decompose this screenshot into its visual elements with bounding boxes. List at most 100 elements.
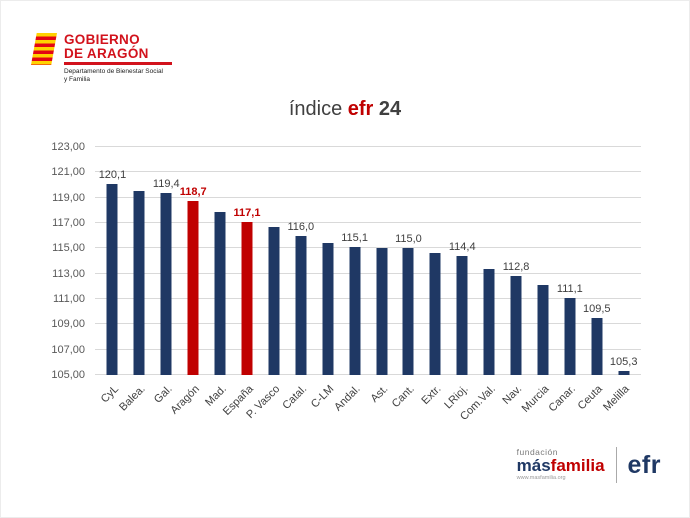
bar-Com.Val.: [483, 268, 495, 375]
gridline: [95, 196, 641, 198]
x-axis-label: Andal.: [332, 383, 364, 414]
bar-slot: 112,8 Nav.: [501, 147, 530, 407]
gridline: [95, 323, 641, 325]
bar-value-label: 105,3: [609, 356, 638, 369]
bar-value-label: 120,1: [98, 168, 127, 181]
plot-area: 120,1 CyL Balea. 119,4 Gal. 118,7 Aragón Mad. 11…: [95, 146, 641, 423]
bar-value-label: 118,7: [179, 186, 207, 199]
y-tick-label: 121,00: [51, 166, 85, 179]
chart-title: índice efr 24: [1, 98, 689, 121]
bar-Murcia: [537, 285, 549, 375]
x-axis-label: Ast.: [368, 383, 391, 405]
gobierno-rule: [64, 62, 172, 65]
bar-slot: 118,7 Aragón: [168, 147, 207, 416]
bar-Nav.: [510, 276, 522, 375]
bar-Andal.: [349, 247, 361, 375]
bar-Catal.: [295, 235, 307, 375]
y-axis: 105,00 107,00 109,00 111,00 113,00 115,00 117,…: [37, 141, 91, 381]
bar-slot: 105,3 Melilla: [602, 147, 638, 413]
bar-Mad.: [214, 211, 226, 375]
bar-Gal.: [160, 192, 172, 375]
chart-title-suffix: 24: [373, 98, 402, 120]
x-axis-label: Murcia: [519, 383, 552, 415]
bar-value-label: 112,8: [502, 261, 530, 274]
bar-P. Vasco: [268, 226, 280, 375]
bar-value-label: 109,5: [583, 303, 611, 315]
gobierno-dept-line2: y Familia: [64, 76, 91, 84]
bar-slot: Ast.: [368, 147, 395, 405]
bar-slot: Com.Val.: [458, 147, 503, 423]
gobierno-logo-text: GOBIERNO DE ARAGÓN Departamento de Biene…: [64, 33, 172, 84]
gobierno-line2: DE ARAGÓN: [64, 45, 149, 61]
chart-title-prefix: índice: [288, 98, 348, 120]
bar-Ceuta: [591, 318, 603, 375]
bar-Balea.: [133, 191, 145, 375]
y-tick-label: 109,00: [51, 318, 85, 331]
gridline: [95, 272, 641, 274]
bar-Cant.: [402, 248, 414, 375]
bar-slot: 109,5 Ceuta: [576, 147, 611, 412]
gobierno-line1: GOBIERNO: [64, 32, 140, 47]
bar-slot: 116,0 Catal.: [280, 147, 315, 412]
bars: 120,1 CyL Balea. 119,4 Gal. 118,7 Aragón Mad. 11…: [95, 147, 641, 423]
bar-value-label: 111,1: [556, 282, 583, 295]
bar-Aragón: [187, 201, 199, 375]
bar-LRioj.: [456, 255, 468, 375]
bar-Ast.: [376, 248, 388, 375]
bar-slot: 115,1 Andal.: [333, 147, 368, 413]
gridline: [95, 171, 641, 173]
y-tick-label: 115,00: [52, 242, 85, 255]
gobierno-dept-line1: Departamento de Bienestar Social: [64, 68, 164, 75]
x-axis-label: Melilla: [601, 383, 633, 414]
gridline: [95, 298, 641, 300]
bar-slot: 114,4 LRioj.: [442, 147, 476, 411]
x-axis-label: Catal.: [280, 383, 310, 412]
bar-slot: 117,1 España: [221, 147, 261, 418]
masfamilia-efr-logo: fundación másfamilia www.masfamilia.org …: [517, 447, 661, 483]
bar-slot: 120,1 CyL: [98, 147, 127, 406]
logo-divider: [615, 447, 617, 483]
bar-Canar.: [564, 297, 576, 375]
y-tick-label: 111,00: [52, 293, 85, 306]
masfamilia-text: fundación másfamilia www.masfamilia.org: [517, 448, 605, 482]
efr-wordmark: efr: [627, 450, 661, 479]
x-axis-label: Canar.: [546, 383, 579, 415]
bar-slot: Balea.: [117, 147, 153, 414]
bar-España: [241, 221, 253, 375]
bar-value-label: 117,1: [233, 206, 261, 219]
x-axis-label: C-LM: [308, 383, 337, 411]
bar-chart: 105,00 107,00 109,00 111,00 113,00 115,00 117,…: [37, 141, 641, 423]
y-tick-label: 123,00: [51, 141, 85, 153]
aragon-flag-icon: [31, 33, 57, 65]
bar-value-label: 116,0: [287, 220, 315, 233]
x-axis-label: Aragón: [168, 383, 202, 417]
bar-slot: C-LM: [309, 147, 341, 410]
gridline: [95, 247, 641, 249]
bar-C-LM: [322, 243, 334, 375]
bar-CyL: [106, 183, 118, 375]
masfamilia-url: www.masfamilia.org: [516, 475, 566, 481]
bar-value-label: 119,4: [152, 177, 180, 190]
y-tick-label: 105,00: [51, 369, 85, 381]
gridline: [95, 222, 641, 224]
bar-Extr.: [429, 253, 441, 375]
x-axis-label: Extr.: [419, 383, 444, 408]
gobierno-aragon-logo: GOBIERNO DE ARAGÓN Departamento de Biene…: [31, 33, 172, 84]
x-axis-label: CyL: [98, 383, 121, 406]
bar-slot: 115,0 Cant.: [390, 147, 422, 410]
gridline: [95, 348, 641, 350]
masfamilia-familia: familia: [550, 456, 605, 476]
bar-slot: Mad.: [203, 147, 234, 409]
gridline: [95, 146, 641, 147]
bar-slot: Murcia: [520, 147, 557, 415]
y-tick-label: 117,00: [52, 217, 85, 230]
x-axis-label: Gal.: [151, 383, 175, 406]
bar-slot: P. Vasco: [244, 147, 287, 421]
y-tick-label: 113,00: [52, 267, 85, 280]
masfamilia-mas: más: [516, 456, 551, 476]
bar-Melilla: [618, 371, 630, 375]
bar-slot: Extr.: [420, 147, 449, 407]
x-axis-label: Ceuta: [576, 383, 606, 413]
y-tick-label: 119,00: [52, 191, 85, 204]
